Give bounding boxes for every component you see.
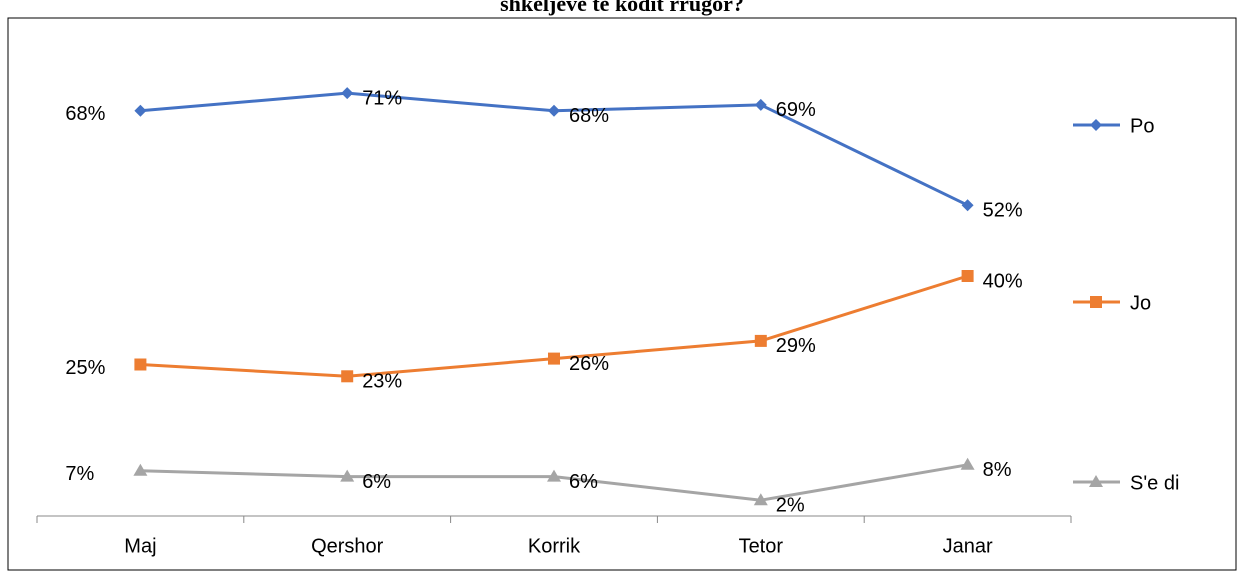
data-label: 71% [362, 87, 402, 109]
data-label: 68% [65, 103, 105, 125]
x-tick-label: Janar [943, 535, 993, 557]
marker [341, 370, 354, 383]
data-label: 6% [569, 471, 598, 493]
marker [134, 104, 147, 117]
marker [753, 493, 768, 506]
legend-marker [1090, 296, 1102, 308]
marker [754, 98, 767, 111]
data-label: 40% [983, 270, 1023, 292]
data-label: 2% [776, 494, 805, 516]
x-tick-label: Korrik [528, 535, 581, 557]
marker [754, 334, 767, 347]
legend-marker [1090, 119, 1102, 131]
x-tick-label: Qershor [311, 535, 384, 557]
marker [134, 358, 147, 371]
marker [960, 457, 975, 470]
data-label: 26% [569, 353, 609, 375]
legend-label: Po [1130, 115, 1154, 137]
chart-title: shkeljeve te kodit rrugor? [500, 0, 744, 16]
marker [133, 463, 148, 476]
data-label: 7% [65, 463, 94, 485]
legend-marker [1089, 475, 1103, 487]
marker [548, 104, 560, 117]
data-label: 68% [569, 105, 609, 127]
x-tick-label: Maj [124, 535, 156, 557]
marker [548, 352, 560, 365]
data-label: 29% [776, 335, 816, 357]
marker [340, 469, 355, 482]
data-label: 23% [362, 371, 402, 393]
chart-frame [7, 17, 1237, 571]
data-label: 69% [776, 99, 816, 121]
data-label: 25% [65, 357, 105, 379]
data-label: 8% [983, 459, 1012, 481]
legend-label: S'e di [1130, 472, 1179, 494]
marker [547, 469, 561, 482]
marker [341, 87, 354, 100]
data-label: 6% [362, 471, 391, 493]
data-label: 52% [983, 199, 1023, 221]
marker [961, 199, 974, 212]
marker [961, 270, 974, 282]
legend-label: Jo [1130, 292, 1151, 314]
x-tick-label: Tetor [739, 535, 784, 557]
